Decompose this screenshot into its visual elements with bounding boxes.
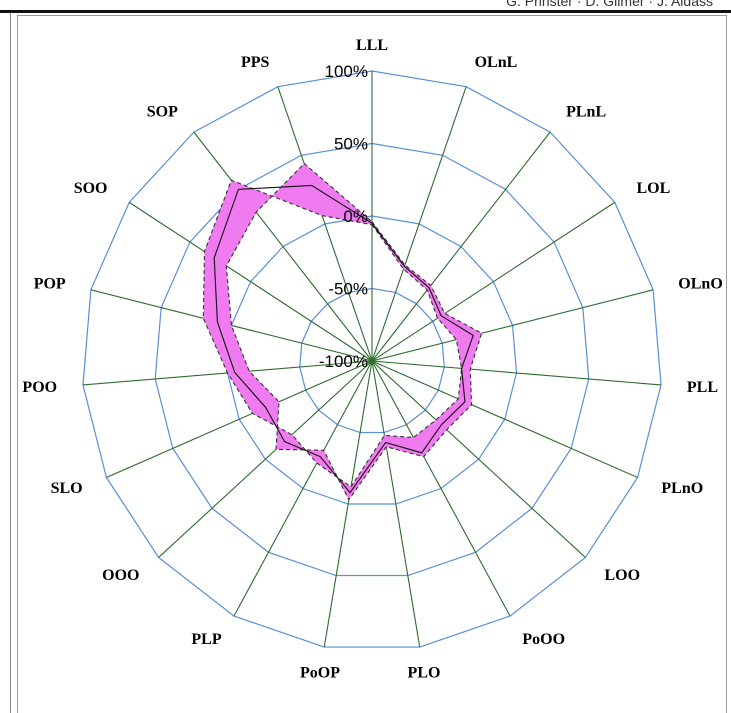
spoke-17	[193, 131, 373, 362]
spoke-6	[371, 360, 638, 478]
category-label: PoOO	[522, 631, 565, 648]
category-label: PLO	[408, 665, 441, 682]
spoke-5	[371, 360, 662, 386]
spoke-9	[371, 360, 421, 648]
category-label: OLnL	[475, 54, 518, 71]
spoke-11	[233, 360, 373, 617]
top-caption: G. Prinster · D. Gilmer · J. Aldass	[506, 0, 713, 9]
top-rule	[0, 10, 731, 13]
left-rule	[10, 13, 11, 713]
category-label: PLP	[191, 631, 221, 648]
category-labels: LLL OLnL PLnL LOL OLnO PLL PLnO LOO PoOO PLO PoOP P…	[22, 37, 722, 682]
ring-2	[226, 215, 518, 505]
category-label: PoOP	[300, 665, 340, 682]
ring-1	[299, 287, 445, 434]
spoke-2	[371, 131, 551, 362]
ring-labels: -100% -50% 0% 50% 100%	[319, 62, 368, 371]
category-label: PLnO	[661, 480, 703, 497]
series-line-2	[225, 162, 483, 501]
spoke-18	[277, 86, 373, 362]
spoke-8	[371, 360, 511, 617]
category-label: OLnO	[678, 275, 722, 292]
spoke-1	[371, 86, 467, 362]
ring-label: 100%	[325, 62, 368, 81]
spoke-4	[371, 289, 654, 362]
spoke-16	[128, 201, 373, 362]
spoke-12	[158, 360, 373, 558]
spoke-3	[371, 201, 616, 362]
ring-label: 0%	[343, 207, 368, 226]
range-band-fill	[203, 163, 482, 500]
series-line-0	[202, 179, 463, 488]
range-band	[203, 163, 482, 500]
category-label: LOO	[605, 567, 641, 584]
category-label: POP	[34, 275, 66, 292]
category-label: LOL	[637, 180, 671, 197]
spoke-7	[371, 360, 586, 558]
series-line-1	[213, 184, 474, 494]
category-label: LLL	[356, 37, 388, 54]
spoke-10	[323, 360, 373, 648]
category-label: PPS	[241, 54, 270, 71]
ring-label: 50%	[334, 135, 368, 154]
spoke-13	[106, 360, 373, 478]
category-label: PLnL	[566, 104, 606, 121]
ring-3	[154, 142, 590, 577]
spoke-grid	[82, 71, 662, 648]
series-lines	[202, 162, 483, 501]
category-label: SOO	[74, 180, 108, 197]
category-label: SLO	[51, 480, 83, 497]
ring-label: -100%	[319, 352, 368, 371]
category-label: OOO	[102, 567, 139, 584]
ring-grid	[82, 70, 662, 648]
ring-4	[82, 70, 662, 648]
category-label: SOP	[147, 104, 178, 121]
ring-label: -50%	[328, 280, 368, 299]
category-label: POO	[22, 379, 57, 396]
category-label: PLL	[687, 379, 718, 396]
